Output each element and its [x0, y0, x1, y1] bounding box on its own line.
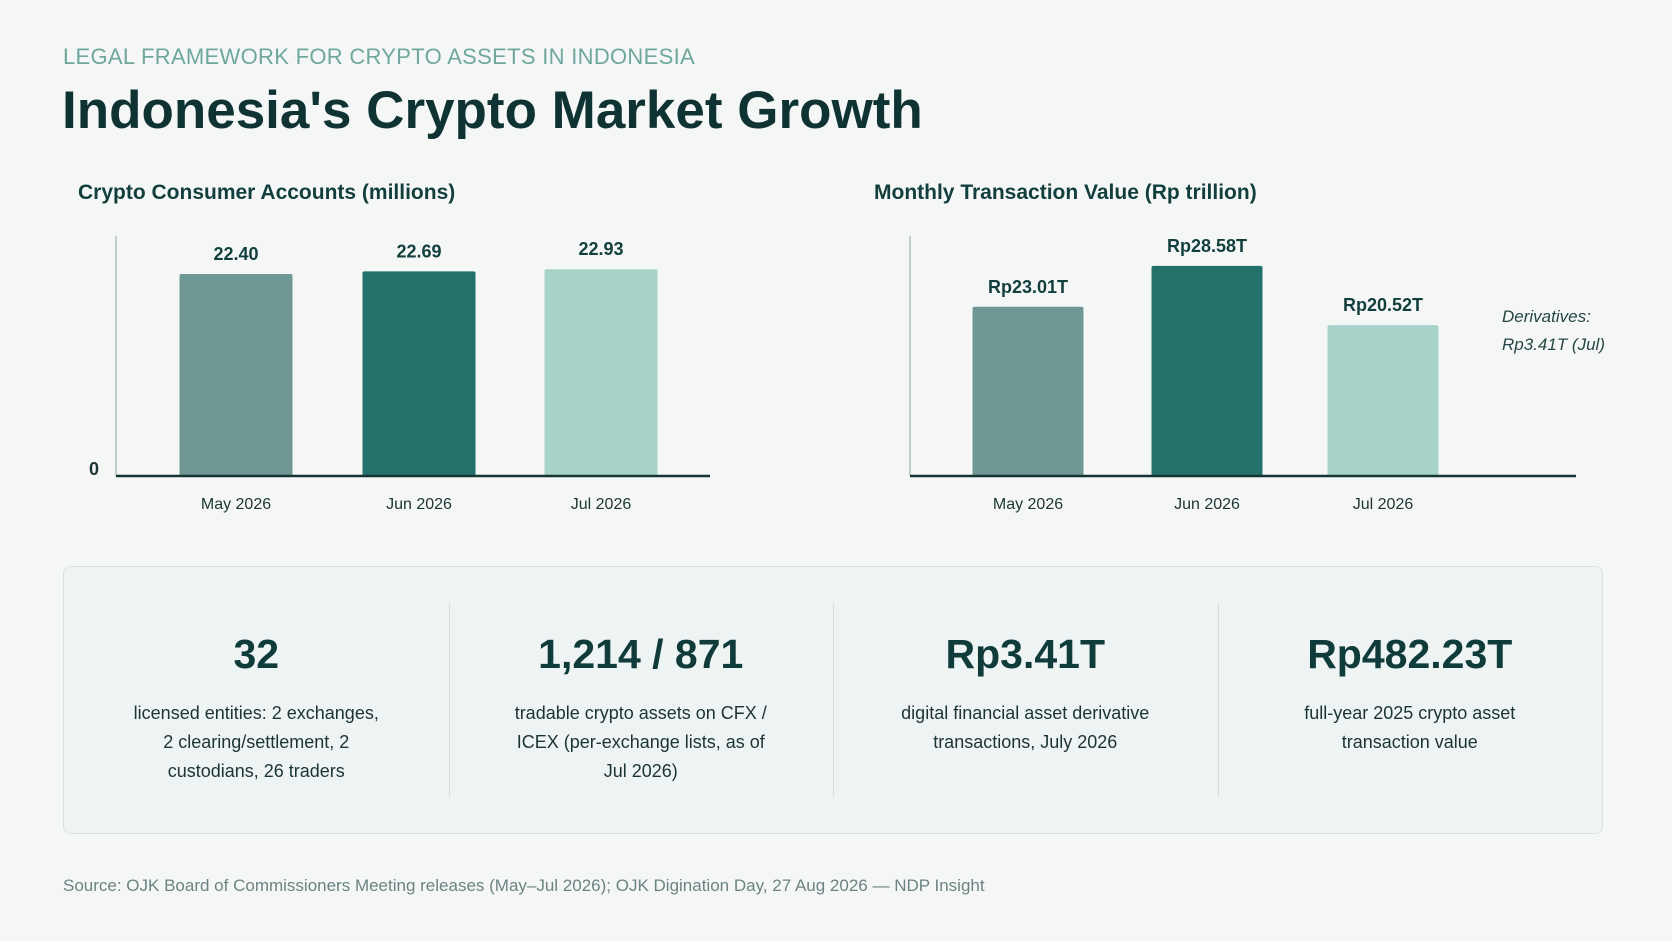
transaction-chart-title: Monthly Transaction Value (Rp trillion) — [874, 181, 1257, 204]
stat-derivative-transactions: Rp3.41T digital financial asset derivati… — [833, 567, 1218, 833]
stat-tradable-assets: 1,214 / 871 tradable crypto assets on CF… — [448, 567, 834, 833]
x-tick-label: May 2026 — [993, 496, 1063, 513]
bar-data-label: 22.69 — [396, 241, 441, 261]
bar-data-label: 22.40 — [213, 244, 258, 264]
accounts-bar-chart: 22.40 May 2026 22.69 Jun 2026 22.93 Jul 2026 0 — [89, 236, 710, 513]
bar-may-2026 — [179, 273, 293, 476]
stat-value: 1,214 / 871 — [538, 631, 744, 677]
bar-may-2026 — [972, 306, 1084, 476]
y-tick-label-zero: 0 — [89, 459, 99, 479]
derivatives-annotation-line-1: Derivatives: — [1502, 307, 1591, 326]
bar-jul-2026 — [544, 269, 658, 476]
bar-data-label: 22.93 — [578, 239, 623, 259]
derivatives-annotation-line-2: Rp3.41T (Jul) — [1502, 335, 1605, 354]
page-title: Indonesia's Crypto Market Growth — [62, 81, 923, 140]
stat-value: Rp482.23T — [1307, 631, 1513, 677]
stat-value: Rp3.41T — [945, 631, 1106, 677]
stat-description: full-year 2025 crypto asset transaction … — [1304, 703, 1516, 752]
bar-data-label: Rp28.58T — [1167, 236, 1247, 256]
stat-value: 32 — [233, 631, 280, 677]
bar-jun-2026 — [362, 271, 476, 476]
transaction-bar-chart: Rp23.01T May 2026 Rp28.58T Jun 2026 Rp20.52T… — [909, 236, 1576, 513]
eyebrow-label: LEGAL FRAMEWORK FOR CRYPTO ASSETS IN IND… — [63, 44, 695, 69]
accounts-chart-title: Crypto Consumer Accounts (millions) — [78, 181, 456, 204]
bar-data-label: Rp23.01T — [988, 277, 1068, 297]
stat-licensed-entities: 32 licensed entities: 2 exchanges, 2 cle… — [64, 567, 449, 833]
derivatives-annotation: Derivatives: Rp3.41T (Jul) — [1502, 303, 1605, 359]
bar-jul-2026 — [1327, 325, 1439, 476]
source-note: Source: OJK Board of Commissioners Meeti… — [63, 876, 985, 895]
stats-panel: 32 licensed entities: 2 exchanges, 2 cle… — [63, 566, 1603, 834]
x-tick-label: Jul 2026 — [571, 496, 632, 513]
bar-data-label: Rp20.52T — [1343, 295, 1423, 315]
x-tick-label: Jun 2026 — [1174, 496, 1240, 513]
x-tick-label: Jul 2026 — [1353, 496, 1414, 513]
stat-description: tradable crypto assets on CFX / ICEX (pe… — [514, 703, 767, 781]
bar-jun-2026 — [1151, 265, 1263, 476]
x-tick-label: Jun 2026 — [386, 496, 452, 513]
x-tick-label: May 2026 — [201, 496, 271, 513]
stat-description: licensed entities: 2 exchanges, 2 cleari… — [133, 703, 379, 781]
stat-description: digital financial asset derivative trans… — [901, 703, 1150, 752]
stat-full-year-value: Rp482.23T full-year 2025 crypto asset tr… — [1217, 567, 1603, 833]
